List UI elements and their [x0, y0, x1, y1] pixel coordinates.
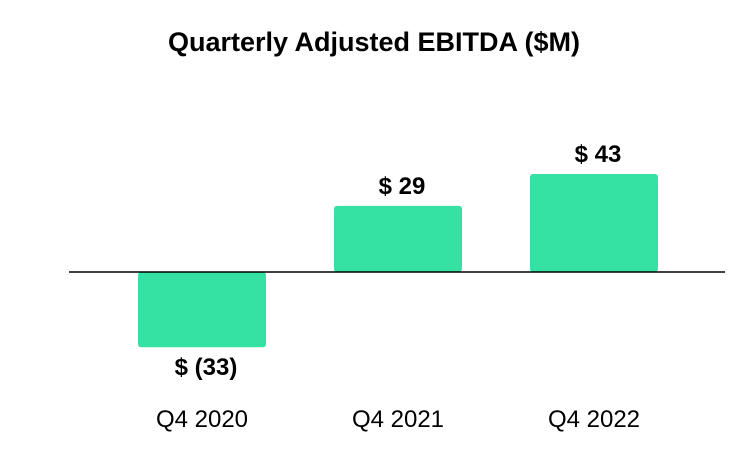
category-label: Q4 2020 — [156, 406, 248, 433]
bar-q4-2022 — [530, 173, 658, 272]
bar-q4-2021 — [334, 205, 462, 272]
chart-title: Quarterly Adjusted EBITDA ($M) — [167, 27, 581, 57]
data-label: $ (33) — [175, 354, 238, 381]
category-label: Q4 2021 — [352, 406, 444, 433]
labels-layer: $ (33) Q4 2020 $ 29 Q4 2021 $ 43 Q4 2022 — [156, 141, 640, 433]
bar-q4-2020 — [138, 272, 266, 348]
category-label: Q4 2022 — [548, 406, 640, 433]
bars-layer — [138, 173, 658, 348]
data-label: $ 43 — [575, 141, 622, 168]
data-label: $ 29 — [379, 173, 426, 200]
